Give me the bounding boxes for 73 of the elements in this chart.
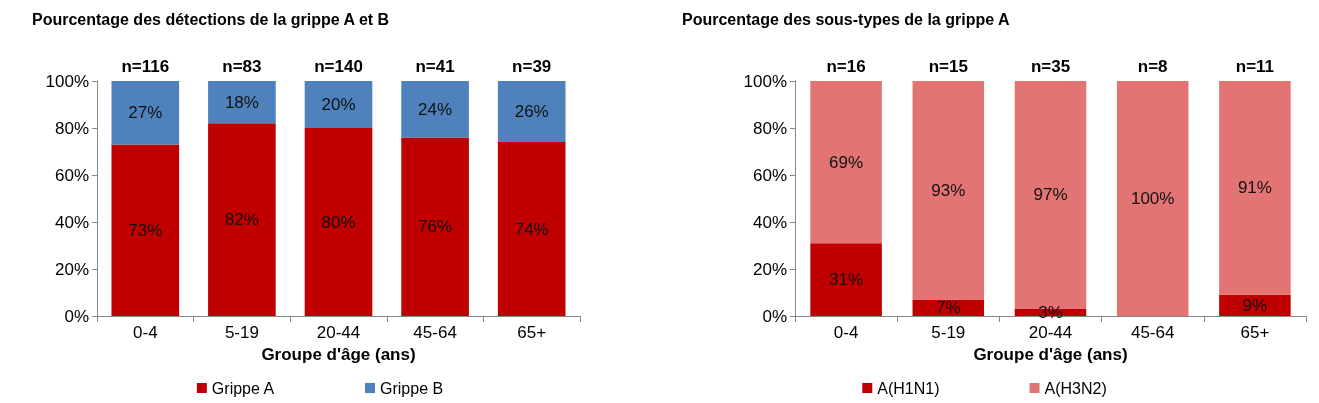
x-axis-title: Groupe d'âge (ans): [261, 344, 416, 364]
bar: [208, 81, 276, 124]
x-tick-label: 20-44: [1028, 323, 1073, 342]
bar: [304, 81, 373, 128]
data-label: 91%: [1237, 178, 1272, 198]
annotation: n=35: [1030, 57, 1071, 76]
x-tick-label: 0-4: [833, 323, 859, 342]
data-label: 73%: [128, 220, 163, 240]
bar: [1116, 81, 1189, 316]
x-axis-title: Groupe d'âge (ans): [973, 344, 1128, 364]
legend-label: Grippe B: [380, 379, 444, 397]
y-tick-label: 80%: [752, 118, 787, 138]
bar: [208, 123, 276, 316]
annotation: n=8: [1137, 57, 1168, 76]
x-tick-label: 45-64: [1130, 323, 1175, 342]
annotation: n=16: [826, 57, 866, 76]
data-label: 31%: [829, 270, 864, 290]
chart-title: Pourcentage des sous-types de la grippe A: [682, 10, 1010, 28]
x-tick-label: 5-19: [931, 323, 966, 342]
y-tick-label: 100%: [45, 71, 89, 91]
y-tick-label: 80%: [54, 118, 89, 138]
data-label: 76%: [418, 217, 453, 237]
annotation: n=41: [415, 57, 455, 76]
data-label: 69%: [829, 152, 864, 172]
y-tick-label: 60%: [752, 165, 787, 185]
annotation: n=39: [512, 57, 552, 76]
data-label: 7%: [936, 298, 961, 318]
y-tick-label: 0%: [64, 306, 89, 326]
bar: [912, 81, 985, 300]
x-tick-label: 65+: [1240, 323, 1270, 342]
data-label: 20%: [321, 95, 356, 114]
bar: [304, 128, 373, 316]
data-label: 24%: [418, 99, 453, 119]
y-tick-label: 20%: [752, 259, 787, 279]
data-label: 80%: [321, 212, 356, 232]
chart-title: Pourcentage des détections de la grippe A et B: [32, 10, 390, 28]
bar: [497, 142, 566, 316]
y-tick-label: 40%: [54, 212, 89, 232]
y-tick-label: 0%: [762, 306, 787, 326]
x-tick-label: 20-44: [316, 323, 361, 342]
legend-label: A(H1N1): [877, 379, 940, 397]
bar: [810, 243, 882, 316]
legend-label: A(H3N2): [1044, 379, 1107, 397]
bar: [401, 137, 469, 316]
bar: [810, 81, 882, 244]
x-tick-label: 0-4: [133, 323, 158, 342]
data-label: 93%: [931, 180, 966, 200]
annotation: n=116: [121, 57, 170, 76]
data-label: 18%: [224, 92, 259, 112]
annotation: n=11: [1235, 57, 1275, 76]
data-label: 9%: [1242, 295, 1268, 315]
bar: [111, 144, 180, 316]
x-tick-label: 45-64: [413, 323, 457, 342]
data-label: 27%: [128, 103, 163, 123]
bar: [111, 81, 180, 145]
data-label: 74%: [514, 219, 549, 239]
x-tick-label: 65+: [517, 323, 547, 342]
bar: [401, 81, 469, 138]
x-tick-label: 5-19: [224, 323, 259, 342]
y-tick-label: 40%: [752, 212, 787, 232]
data-label: 26%: [514, 102, 549, 122]
data-label: 100%: [1130, 189, 1175, 208]
annotation: n=15: [928, 57, 968, 76]
annotation: n=83: [222, 57, 262, 76]
legend-label: Grippe A: [211, 379, 275, 397]
bar: [1219, 81, 1291, 295]
annotation: n=140: [314, 57, 363, 76]
y-tick-label: 60%: [54, 165, 89, 185]
y-tick-label: 100%: [743, 71, 787, 91]
bar: [497, 81, 566, 143]
data-label: 82%: [224, 210, 259, 230]
data-label: 97%: [1033, 185, 1068, 205]
y-tick-label: 20%: [54, 259, 89, 279]
